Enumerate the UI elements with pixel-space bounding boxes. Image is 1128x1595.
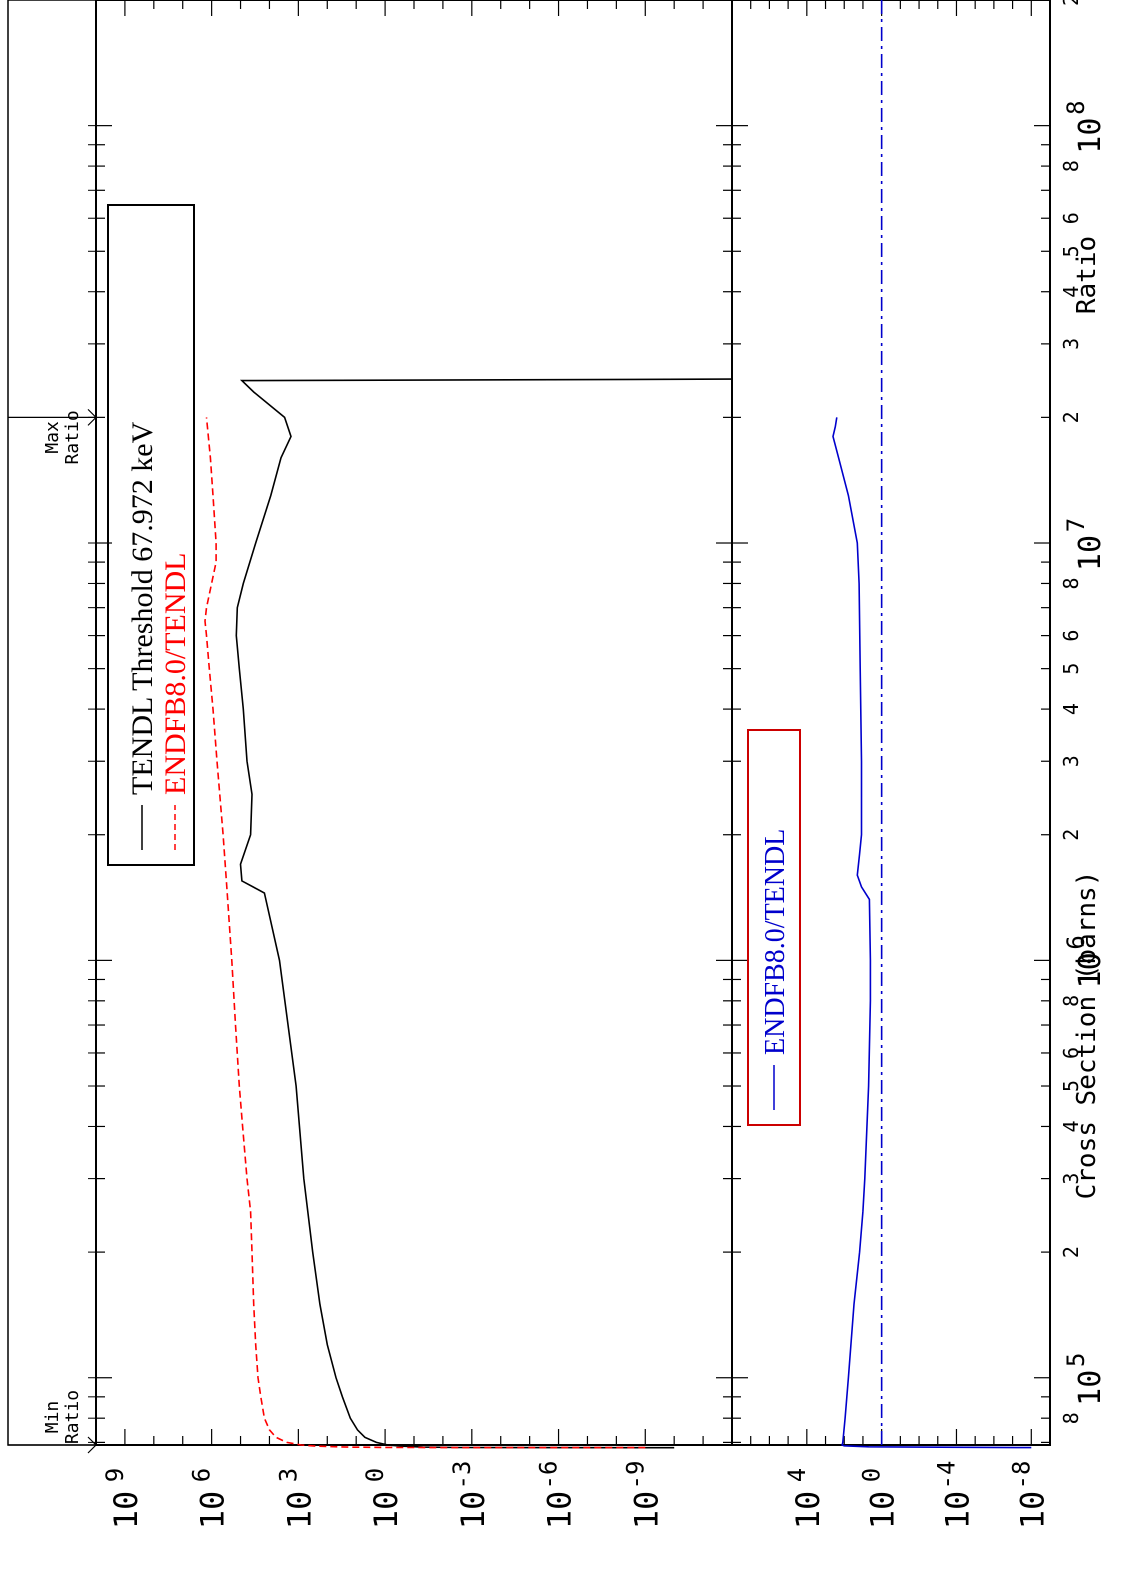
legend-label-ratio: ENDFB8.0/TENDL [760,829,791,1055]
x-tick-label: 3 [1059,755,1083,767]
legend-label-tendl: TENDL Threshold 67.972 keV [126,421,159,795]
y-tick-label-bottom-exponent: 0 [858,1468,886,1482]
x-tick-label: 2 [1059,411,1083,423]
x-tick-label: 8 [1059,1412,1083,1424]
y-tick-label-bottom-exponent: -8 [1007,1461,1035,1490]
y-tick-label-top: 10 [367,1491,405,1530]
tick-marks [88,0,1051,1445]
max-ratio-label-line1: Max [42,421,63,454]
y-tick-label-bottom: 10 [864,1491,902,1530]
x-tick-label: 10 [1073,535,1108,571]
x-tick-label: 4 [1059,703,1083,715]
x-tick-label: 4 [1059,1120,1083,1132]
x-tick-label: 8 [1059,577,1083,589]
y-tick-label-bottom-exponent: -4 [932,1461,960,1490]
bottom-legend-box [747,729,801,1126]
y-tick-label-top: 10 [107,1491,145,1530]
y-tick-label-top-exponent: -9 [621,1461,649,1490]
x-tick-label: 4 [1059,286,1083,298]
x-tick-label: 2 [1059,1246,1083,1258]
x-tick-label: 2 [1059,829,1083,841]
x-tick-label: 6 [1059,1047,1083,1059]
bottom-legend: ENDFB8.0/TENDL [747,729,801,1126]
x-tick-label-exponent: 5 [1062,1353,1090,1367]
y-tick-label-top-exponent: -3 [448,1461,476,1490]
y-tick-label-bottom-exponent: 4 [783,1468,811,1482]
x-tick-label: 5 [1059,1080,1083,1092]
rotated-plot-group: 8 10 5 2 3 4 5 6 8 10 6 2 3 4 5 6 8 10 7 2 3 4 5 6 8 10 8 2 10 9 10 6 10… [7,0,1108,1529]
ratio-series-group [832,0,1032,1449]
x-tick-label: 5 [1059,245,1083,257]
y-tick-label-top-exponent: 3 [274,1468,302,1482]
top-legend: TENDL Threshold 67.972 keV ENDFB8.0/TEND… [107,204,195,866]
x-tick-label: 8 [1059,160,1083,172]
legend-label-endfb: ENDFB8.0/TENDL [159,553,192,796]
y-tick-label-top: 10 [454,1491,492,1530]
x-tick-label: 10 [1073,1370,1108,1406]
y-tick-label-top-exponent: 9 [101,1468,129,1482]
x-tick-label: 8 [1059,995,1083,1007]
x-tick-label: 3 [1059,1173,1083,1185]
series-line-endfb8 [204,417,646,1449]
bottom-y-axis-label: Ratio [1072,236,1102,314]
top-y-axis-label: Cross Section (barns) [1072,871,1102,1200]
y-tick-label-top: 10 [194,1491,232,1530]
x-tick-label: 6 [1059,212,1083,224]
x-tick-label: 3 [1059,338,1083,350]
x-tick-label: 6 [1059,630,1083,642]
min-ratio-label-line1: Min [42,1401,63,1434]
x-tick-label-exponent: 8 [1062,100,1090,114]
min-ratio-label-line2: Ratio [62,1390,83,1444]
y-tick-label-top-exponent: 6 [188,1468,216,1482]
top-legend-box [107,204,195,866]
y-tick-label-bottom: 10 [789,1491,827,1530]
y-tick-label-top: 10 [627,1491,665,1530]
max-ratio-arrow [87,408,97,426]
series-line-tendl [235,378,733,1449]
cross-section-series-group [204,378,733,1449]
bottom-panel-frame [731,0,1051,1446]
x-tick-label: 10 [1073,118,1108,154]
y-tick-label-top-exponent: -6 [535,1461,563,1490]
series-line-ratio [832,417,1032,1449]
x-tick-label-exponent: 6 [1062,935,1090,949]
min-ratio-arrow [87,1436,97,1454]
x-tick-label: 2 [1059,0,1083,6]
y-tick-label-bottom: 10 [938,1491,976,1530]
y-tick-label-top-exponent: 0 [361,1468,389,1482]
x-tick-label: 10 [1073,952,1108,988]
y-tick-label-top: 10 [541,1491,579,1530]
header-strip-frame [7,0,97,1446]
x-tick-label: 5 [1059,663,1083,675]
x-tick-label-exponent: 7 [1062,518,1090,532]
max-ratio-label-line2: Ratio [62,410,83,464]
tick-labels: 8 10 5 2 3 4 5 6 8 10 6 2 3 4 5 6 8 10 7 2 3 4 5 6 8 10 8 2 10 9 10 6 10… [101,0,1108,1529]
y-tick-label-top: 10 [280,1491,318,1530]
y-tick-label-bottom: 10 [1013,1491,1051,1530]
